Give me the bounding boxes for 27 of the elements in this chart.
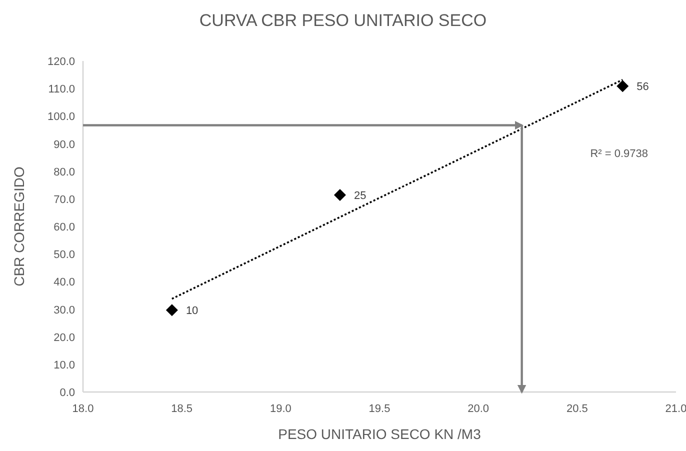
y-tick-label: 10.0 — [54, 359, 75, 372]
y-tick-label: 80.0 — [54, 166, 75, 178]
annotation: 56 — [636, 81, 649, 94]
y-tick-label: 20.0 — [54, 332, 75, 344]
x-axis-title: PESO UNITARIO SECO KN /M3 — [278, 426, 482, 442]
x-tick-label: 20.0 — [468, 403, 490, 415]
annotation: 25 — [354, 190, 366, 202]
y-tick-label: 100.0 — [47, 111, 75, 124]
x-tick-label: 19.0 — [270, 403, 292, 415]
y-tick-label: 90.0 — [54, 138, 75, 151]
annotation: R² = 0.9738 — [590, 148, 648, 160]
y-tick-label: 70.0 — [54, 194, 75, 206]
y-tick-label: 110.0 — [48, 84, 75, 96]
x-tick-label: 20.5 — [566, 403, 588, 415]
chart-title: CURVA CBR PESO UNITARIO SECO — [199, 11, 487, 30]
x-tick-label: 18.0 — [72, 403, 94, 415]
y-tick-label: 120.0 — [47, 56, 75, 68]
y-tick-label: 0.0 — [60, 387, 75, 399]
y-tick-label: 60.0 — [54, 222, 75, 234]
y-tick-label: 50.0 — [54, 249, 75, 262]
y-tick-label: 40.0 — [54, 276, 75, 289]
x-tick-label: 19.5 — [368, 403, 390, 415]
annotation: 10 — [186, 305, 198, 318]
x-tick-label: 18.5 — [171, 403, 193, 415]
y-axis-title: CBR CORREGIDO — [11, 166, 27, 286]
x-tick-label: 21.0 — [665, 403, 686, 415]
y-tick-label: 30.0 — [54, 304, 75, 316]
